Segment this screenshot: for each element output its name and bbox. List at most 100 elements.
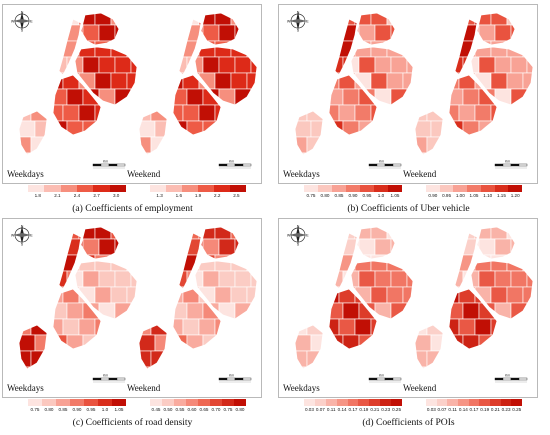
census-tract [15, 9, 31, 25]
census-tract [291, 223, 307, 239]
census-tract [214, 40, 232, 45]
census-tract [247, 223, 263, 239]
census-tract [431, 57, 447, 73]
census-tract [167, 137, 183, 153]
census-tract [15, 9, 31, 25]
legend-swatch [380, 399, 392, 406]
census-tract [523, 255, 539, 271]
census-tract [167, 351, 183, 367]
census-tract [234, 56, 252, 74]
census-tract [387, 319, 403, 335]
census-tract [411, 223, 427, 239]
census-tract [527, 121, 539, 137]
figure-panel: N E S W Weekdays Weekend Km Km 0.75 0.80 0.85 0.90 0… [0, 218, 265, 428]
census-tract [31, 41, 47, 57]
census-tract [490, 318, 497, 336]
census-tract [343, 367, 359, 383]
census-tract [443, 9, 459, 25]
census-tract [327, 25, 343, 41]
census-tract [19, 57, 35, 73]
census-tract [295, 239, 311, 255]
census-tract [443, 137, 459, 153]
census-tract [415, 120, 432, 138]
census-tract [139, 57, 155, 73]
census-tract [523, 105, 539, 121]
census-tract [375, 121, 391, 137]
legend-tick-label: 0.23 [501, 407, 511, 412]
weekdays-legend-ticks: 0.03 0.07 0.11 0.14 0.17 0.19 0.21 0.23 0.25 [304, 407, 402, 415]
census-tract [527, 25, 539, 41]
census-tract [443, 9, 459, 25]
census-tract [431, 367, 447, 383]
census-tract [183, 351, 199, 367]
census-tract [151, 9, 167, 25]
weekend-legend-ticks: 0.45 0.50 0.55 0.60 0.65 0.70 0.75 0.80 [150, 407, 246, 415]
census-tract [31, 223, 47, 239]
census-tract [431, 303, 447, 319]
census-tract [443, 41, 459, 57]
census-tract [215, 351, 231, 367]
census-tract [475, 351, 491, 367]
census-tract [311, 367, 327, 383]
census-tract [51, 239, 67, 255]
census-tract [139, 120, 156, 138]
census-tract [415, 271, 431, 287]
census-tract [171, 153, 187, 169]
legend-swatch [304, 399, 315, 406]
census-tract [183, 137, 199, 153]
census-tract [431, 89, 447, 105]
census-tract [19, 303, 35, 319]
census-tract [342, 88, 360, 106]
census-tract [99, 335, 115, 351]
census-tract [323, 223, 339, 239]
census-tract [522, 318, 533, 319]
census-tract [323, 9, 339, 25]
census-tract [443, 223, 459, 239]
census-tract [411, 255, 427, 271]
census-tract [31, 287, 47, 303]
census-tract [411, 73, 427, 89]
census-tract [295, 152, 312, 155]
census-tract [523, 319, 539, 335]
census-tract [35, 271, 51, 287]
census-tract [35, 153, 51, 169]
census-tract [251, 25, 263, 41]
census-tract [219, 335, 235, 351]
census-tract [214, 318, 221, 336]
census-tract [311, 57, 327, 73]
census-tract [154, 120, 167, 138]
census-tract [215, 351, 231, 367]
census-tract [151, 255, 167, 271]
census-tract [167, 223, 183, 239]
weekdays-legend-colorbar [28, 399, 126, 406]
census-tract [339, 351, 355, 367]
census-tract [431, 271, 447, 287]
census-tract [495, 335, 511, 351]
census-tract [490, 104, 497, 122]
census-tract [62, 19, 80, 26]
census-tract [31, 287, 47, 303]
census-tract [371, 351, 387, 367]
census-tract [167, 255, 183, 271]
census-tract [31, 73, 47, 89]
census-tract [251, 239, 263, 255]
census-tract [151, 41, 167, 57]
census-tract [51, 367, 67, 383]
legend-tick-label: 1.10 [483, 193, 493, 198]
census-tract [35, 271, 51, 287]
census-tract [151, 255, 167, 271]
census-tract [251, 303, 263, 319]
census-tract [82, 56, 100, 74]
census-tract [338, 19, 356, 26]
census-tract [291, 223, 307, 239]
census-tract [387, 319, 403, 335]
census-tract [307, 41, 323, 57]
census-tract [98, 238, 116, 256]
census-tract [231, 351, 247, 367]
census-tract [307, 41, 323, 57]
census-tract [427, 9, 443, 25]
census-tract [323, 137, 339, 153]
census-tract [47, 255, 63, 271]
census-tract [415, 136, 428, 154]
census-tract [387, 105, 403, 121]
